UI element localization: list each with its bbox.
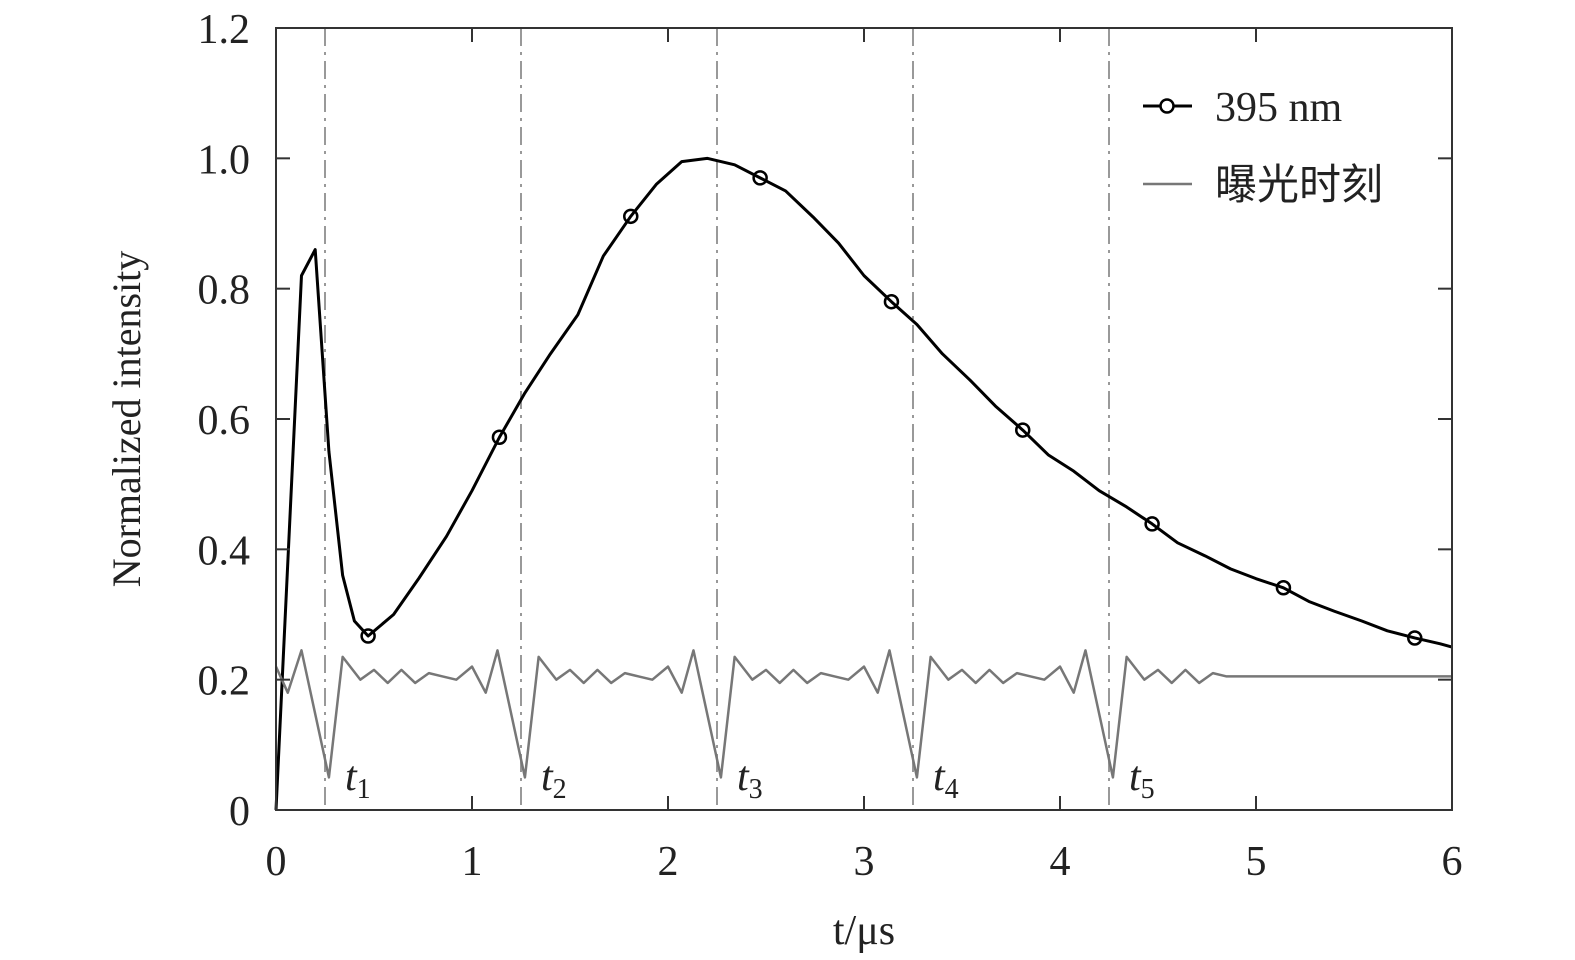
x-tick-label: 4	[1050, 839, 1071, 885]
y-tick-label: 1.0	[198, 137, 251, 183]
annotation-text: t	[737, 754, 750, 800]
annotation: t2	[541, 754, 567, 805]
annotation-subscript: 1	[357, 774, 371, 805]
x-tick-label: 5	[1246, 839, 1267, 885]
plot-frame	[275, 27, 1453, 811]
annotation: t4	[933, 754, 959, 805]
y-tick-label: 0.8	[198, 268, 251, 314]
y-tick-label: 0.6	[198, 398, 251, 444]
x-tick-label: 2	[658, 839, 679, 885]
annotation: t5	[1129, 754, 1155, 805]
x-tick-label: 3	[854, 839, 875, 885]
annotation-subscript: 5	[1141, 774, 1155, 805]
x-tick-label: 1	[462, 839, 483, 885]
annotation-subscript: 2	[553, 774, 567, 805]
x-tick-label: 6	[1442, 839, 1463, 885]
data-point	[1407, 630, 1423, 646]
annotation-text: t	[541, 754, 554, 800]
annotation-text: t	[933, 754, 946, 800]
annotation: t1	[345, 754, 371, 805]
series-line	[274, 649, 1452, 779]
x-axis-label: t/μs	[833, 908, 895, 954]
data-point	[1144, 516, 1160, 532]
annotation-subscript: 3	[749, 774, 763, 805]
annotation-text: t	[345, 754, 358, 800]
data-point	[623, 208, 639, 225]
legend-label: 曝光时刻	[1215, 163, 1383, 209]
annotation-text: t	[1129, 754, 1142, 800]
y-tick-label: 0.4	[198, 528, 251, 574]
y-axis-label: Normalized intensity	[104, 251, 149, 588]
data-point	[360, 628, 376, 644]
annotation-subscript: 4	[945, 774, 959, 805]
y-tick-label: 1.2	[198, 7, 251, 53]
data-point	[752, 170, 768, 186]
data-point	[1015, 422, 1031, 438]
series-line	[274, 156, 1453, 811]
data-point	[1275, 580, 1292, 596]
data-point	[883, 293, 900, 310]
y-tick-label: 0.2	[198, 659, 251, 705]
annotation: t3	[737, 754, 763, 805]
legend-marker	[1159, 98, 1175, 114]
x-tick-label: 0	[266, 839, 287, 885]
legend-label: 395 nm	[1215, 85, 1343, 131]
data-point	[491, 429, 508, 445]
y-tick-label: 0	[229, 789, 250, 835]
